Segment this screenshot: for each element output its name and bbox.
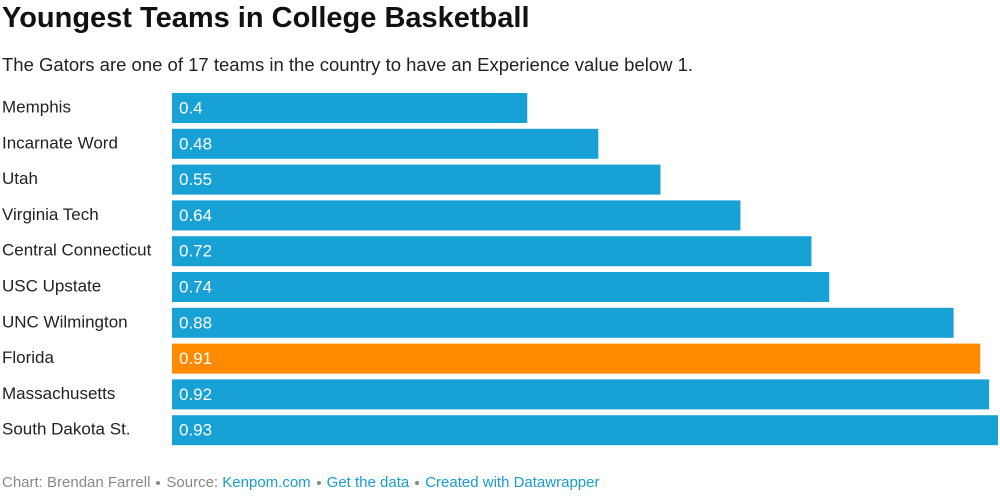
bar	[172, 164, 661, 195]
category-label: Virginia Tech	[2, 205, 99, 224]
category-label: UNC Wilmington	[2, 312, 128, 331]
separator	[156, 480, 161, 485]
footer: Chart: Brendan Farrell Source: Kenpom.co…	[2, 474, 599, 491]
source-label: Source:	[166, 474, 219, 491]
bar	[172, 307, 954, 338]
category-label: Incarnate Word	[2, 133, 118, 152]
bar	[172, 379, 990, 410]
separator	[316, 480, 321, 485]
value-label: 0.88	[179, 313, 212, 332]
data-link[interactable]: Get the data	[326, 474, 410, 491]
value-label: 0.4	[179, 98, 203, 117]
chart: Memphis 0.4 Incarnate Word 0.48 Utah 0.55 Virg…	[2, 93, 998, 446]
category-label: Memphis	[2, 97, 71, 116]
bar	[172, 93, 528, 123]
bar	[172, 236, 812, 267]
datawrapper-link[interactable]: Created with Datawrapper	[425, 474, 600, 491]
source-link[interactable]: Kenpom.com	[222, 474, 311, 491]
chart-title: Youngest Teams in College Basketball	[2, 2, 530, 34]
separator	[415, 480, 420, 485]
value-label: 0.93	[179, 421, 212, 440]
category-label: Massachusetts	[2, 384, 115, 403]
bar	[172, 272, 830, 302]
chart-subtitle: The Gators are one of 17 teams in the co…	[2, 54, 694, 75]
bar	[172, 128, 599, 159]
value-label: 0.91	[179, 349, 212, 368]
bar	[172, 343, 981, 374]
value-label: 0.74	[179, 277, 212, 296]
value-label: 0.55	[179, 170, 212, 189]
credit: Chart: Brendan Farrell	[2, 474, 151, 491]
value-label: 0.92	[179, 385, 212, 404]
category-label: Florida	[2, 348, 55, 367]
bar	[172, 415, 998, 446]
category-label: USC Upstate	[2, 276, 101, 295]
value-label: 0.64	[179, 206, 212, 225]
value-label: 0.48	[179, 134, 212, 153]
value-label: 0.72	[179, 242, 212, 261]
category-label: Central Connecticut	[2, 241, 152, 260]
category-label: South Dakota St.	[2, 420, 131, 439]
category-label: Utah	[2, 169, 38, 188]
bar	[172, 200, 741, 231]
